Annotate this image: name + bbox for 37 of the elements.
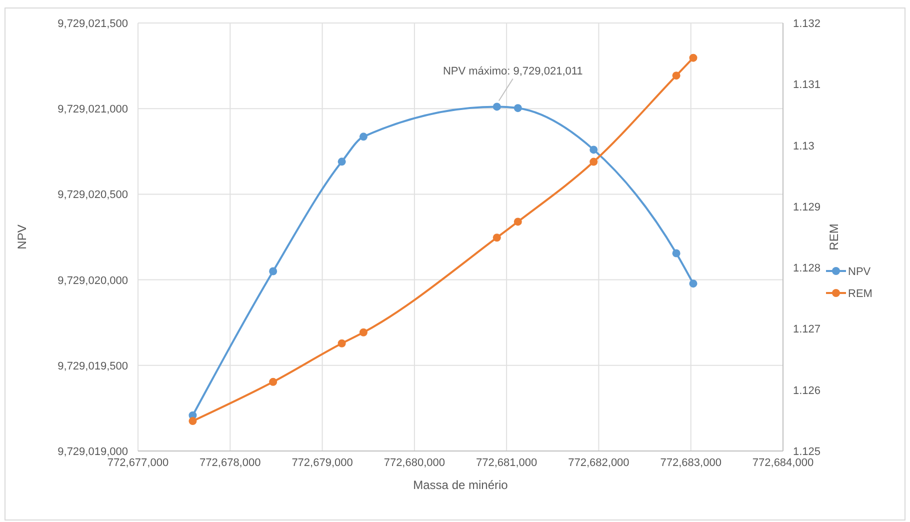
y2-tick-label: 1.131 <box>793 79 821 92</box>
annotation: NPV máximo: 9,729,021,011 <box>442 66 583 78</box>
x-tick-label: 772,679,000 <box>292 457 353 469</box>
point <box>492 234 501 242</box>
y-tick-label: 9,729,021,500 <box>58 18 128 30</box>
x-axis-title: Massa de minério <box>413 478 508 492</box>
y2-tick-label: 1.127 <box>793 324 821 336</box>
y2-tick-label: 1.132 <box>793 18 821 30</box>
point <box>269 378 278 386</box>
y-tick-label: 9,729,019,500 <box>58 360 128 372</box>
point <box>359 328 368 336</box>
x-tick-label: 772,682,000 <box>568 457 630 469</box>
y2-tick-label: 1.126 <box>793 384 821 397</box>
point <box>514 218 522 226</box>
y2-tick-label: 1.128 <box>793 262 821 275</box>
legend-label: NPV <box>848 266 872 278</box>
x-tick-label: 772,683,000 <box>660 457 722 469</box>
y-tick-label: 9,729,021,000 <box>58 104 128 116</box>
x-tick-label: 772,681,000 <box>476 457 538 469</box>
y2-tick-label: 1.125 <box>793 446 821 458</box>
point <box>672 72 680 80</box>
x-tick-label: 772,677,000 <box>107 457 169 469</box>
point <box>689 54 698 62</box>
y-axis-title: NPV <box>15 224 29 250</box>
x-tick-label: 772,684,000 <box>752 457 814 469</box>
y2-tick-label: 1.13 <box>793 140 814 152</box>
point <box>338 339 346 348</box>
point <box>590 158 598 166</box>
point <box>188 417 197 426</box>
y-tick-label: 9,729,020,500 <box>58 189 128 202</box>
y-tick-label: 9,729,020,000 <box>58 274 128 287</box>
y2-axis-title: REM <box>827 224 841 250</box>
y-tick-label: 9,729,019,000 <box>58 446 128 458</box>
y2-tick-label: 1.129 <box>793 201 821 214</box>
x-tick-label: 772,678,000 <box>200 457 261 469</box>
legend-label: REM <box>848 288 872 300</box>
x-tick-label: 772,680,000 <box>384 457 446 469</box>
